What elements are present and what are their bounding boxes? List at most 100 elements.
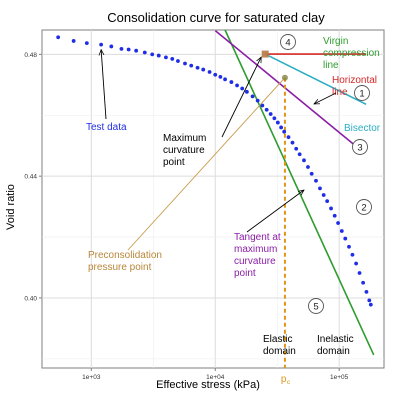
tangent-line (214, 29, 364, 153)
horizontal-line-label-line: Horizontal (332, 75, 377, 86)
data-point (357, 271, 362, 275)
x-tick-label: 1e+03 (82, 374, 101, 381)
chart-title: Consolidation curve for saturated clay (107, 10, 325, 25)
data-point (339, 229, 344, 233)
preconsolidation-marker (281, 74, 288, 81)
data-point (218, 74, 223, 79)
virgin-compression-label-line: Virgin (323, 36, 348, 47)
data-point (235, 83, 239, 88)
data-point (268, 112, 273, 116)
data-point (368, 302, 373, 307)
preconsolidation-label-line: pressure point (88, 262, 152, 273)
max-curvature-marker (261, 50, 269, 58)
data-point (134, 48, 139, 53)
data-point (264, 107, 269, 112)
pc-subscript: c (287, 379, 291, 386)
y-axis-label: Void ratio (5, 184, 17, 230)
data-point (223, 77, 227, 82)
data-point (109, 44, 114, 49)
data-point (260, 103, 265, 108)
data-point (297, 152, 302, 157)
marker-circle (308, 298, 324, 314)
data-point (275, 120, 280, 125)
marker-circle (354, 85, 370, 101)
virgin-compression-label-line: compression (323, 48, 380, 59)
data-point (314, 178, 318, 183)
plot-panel-border (41, 29, 385, 369)
tangent-label-line: maximum (234, 244, 277, 255)
data-point (170, 57, 175, 61)
marker-number: 4 (285, 38, 290, 49)
data-point (244, 89, 249, 94)
elastic-domain-label-line: domain (263, 346, 296, 357)
horizontal-arrow (314, 92, 337, 104)
data-point (321, 193, 326, 197)
marker-number: 2 (361, 203, 366, 214)
data-point (350, 252, 355, 257)
tangent-label: Tangent at maximum curvature point (234, 232, 281, 279)
preconsolidation-leader (127, 79, 284, 251)
pc-label: p (281, 374, 287, 385)
data-point (99, 42, 104, 47)
tangent-label-line: curvature (234, 256, 276, 267)
marker-circle (356, 199, 372, 215)
axes: 1e+03 1e+04 1e+05 0.40 0.44 0.48 (24, 52, 348, 381)
data-point (279, 125, 284, 130)
data-point (195, 65, 200, 70)
marker-number: 5 (313, 302, 318, 313)
data-point (272, 116, 277, 121)
marker-circle (280, 34, 296, 50)
data-point (213, 72, 218, 77)
virgin-compression-label: Virgin compression line (323, 36, 380, 71)
inelastic-domain-label-line: domain (317, 346, 350, 357)
data-point (142, 50, 147, 55)
preconsolidation-label-line: Preconsolidation (88, 250, 162, 261)
tangent-label-line: Tangent at (234, 232, 281, 243)
data-point (255, 98, 260, 103)
inelastic-domain-label: Inelastic domain (317, 334, 354, 357)
marker-number: 3 (357, 143, 362, 154)
tangent-label-line: point (234, 268, 256, 279)
test-data-arrow (101, 50, 107, 120)
data-point (250, 94, 255, 99)
max-curvature-label: Maximum curvature point (163, 133, 206, 168)
data-point (126, 47, 131, 52)
data-point (164, 55, 168, 60)
y-tick-label: 0.44 (24, 174, 37, 181)
data-point (306, 165, 310, 169)
marker-circle (352, 139, 368, 155)
bisector-label: Bisector (344, 123, 381, 134)
max-curvature-label-line: point (163, 157, 185, 168)
elastic-domain-label: Elastic domain (263, 334, 296, 357)
data-point (354, 261, 359, 266)
x-axis-label: Effective stress (kPa) (156, 379, 260, 391)
data-point (318, 186, 322, 191)
data-point (150, 52, 155, 57)
data-point (56, 35, 61, 40)
data-point (176, 59, 180, 63)
preconsolidation-label: Preconsolidation pressure point (88, 250, 162, 273)
data-point (207, 70, 212, 74)
data-point (84, 41, 89, 45)
inelastic-domain-label-line: Inelastic (317, 334, 354, 345)
plot-panel (41, 29, 385, 369)
data-point (201, 67, 206, 72)
x-tick-label: 1e+04 (206, 374, 225, 381)
data-point (347, 244, 351, 249)
data-point (329, 206, 333, 211)
max-curvature-label-line: Maximum (163, 133, 206, 144)
data-point (156, 53, 161, 58)
data-point (71, 39, 76, 43)
data-point (361, 280, 366, 285)
data-point (229, 80, 234, 84)
data-point (336, 221, 340, 225)
marker-number: 1 (359, 89, 364, 100)
elastic-domain-label-line: Elastic (263, 334, 292, 345)
y-tick-label: 0.40 (24, 295, 37, 302)
tangent-arrow (246, 190, 304, 233)
data-point (286, 135, 291, 140)
data-point (189, 63, 194, 68)
data-point (282, 129, 287, 134)
